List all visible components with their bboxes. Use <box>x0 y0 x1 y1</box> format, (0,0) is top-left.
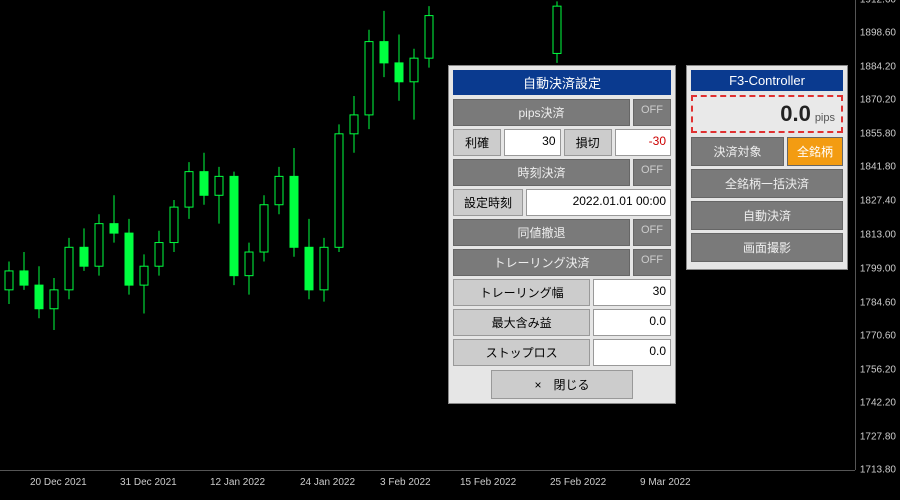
price-tick: 1827.40 <box>860 196 896 207</box>
trailing-settlement-button[interactable]: トレーリング決済 <box>453 249 630 276</box>
pips-settlement-toggle[interactable]: OFF <box>633 99 671 126</box>
trailing-settlement-toggle[interactable]: OFF <box>633 249 671 276</box>
trailing-width-label: トレーリング幅 <box>453 279 590 306</box>
price-tick: 1756.20 <box>860 364 896 375</box>
price-tick: 1884.20 <box>860 62 896 73</box>
max-profit-label: 最大含み益 <box>453 309 590 336</box>
f3-controller-panel: F3-Controller 0.0 pips 決済対象 全銘柄 全銘柄一括決済 … <box>686 65 848 270</box>
auto-settle-button[interactable]: 自動決済 <box>691 201 843 230</box>
price-tick: 1855.80 <box>860 129 896 140</box>
stoploss-input[interactable]: 0.0 <box>593 339 671 366</box>
price-tick: 1912.60 <box>860 0 896 6</box>
price-tick: 1770.60 <box>860 330 896 341</box>
same-value-exit-toggle[interactable]: OFF <box>633 219 671 246</box>
pips-settlement-button[interactable]: pips決済 <box>453 99 630 126</box>
close-button[interactable]: × 閉じる <box>491 370 633 399</box>
time-tick: 12 Jan 2022 <box>210 477 265 488</box>
time-tick: 31 Dec 2021 <box>120 477 177 488</box>
price-tick: 1784.60 <box>860 297 896 308</box>
screenshot-button[interactable]: 画面撮影 <box>691 233 843 262</box>
stop-loss-input[interactable]: -30 <box>615 129 671 156</box>
price-tick: 1870.20 <box>860 95 896 106</box>
price-tick: 1742.20 <box>860 397 896 408</box>
time-tick: 20 Dec 2021 <box>30 477 87 488</box>
pips-display: 0.0 pips <box>691 95 843 133</box>
set-time-input[interactable]: 2022.01.01 00:00 <box>526 189 671 216</box>
settings-panel-title: 自動決済設定 <box>453 70 671 95</box>
stop-loss-label: 損切 <box>564 129 612 156</box>
same-value-exit-button[interactable]: 同値撤退 <box>453 219 630 246</box>
time-tick: 3 Feb 2022 <box>380 477 431 488</box>
set-time-label: 設定時刻 <box>453 189 523 216</box>
price-tick: 1727.80 <box>860 431 896 442</box>
settlement-target-button[interactable]: 決済対象 <box>691 137 784 166</box>
take-profit-label: 利確 <box>453 129 501 156</box>
price-axis: 1713.801727.801742.201756.201770.601784.… <box>855 0 900 470</box>
max-profit-input[interactable]: 0.0 <box>593 309 671 336</box>
time-axis: 20 Dec 2021 31 Dec 2021 12 Jan 2022 24 Jan … <box>0 470 855 500</box>
time-settlement-button[interactable]: 時刻決済 <box>453 159 630 186</box>
pips-unit: pips <box>815 112 835 124</box>
settlement-target-option[interactable]: 全銘柄 <box>787 137 843 166</box>
trailing-width-input[interactable]: 30 <box>593 279 671 306</box>
price-tick: 1841.80 <box>860 162 896 173</box>
pips-value: 0.0 <box>780 101 811 127</box>
price-tick: 1799.00 <box>860 263 896 274</box>
controller-panel-title: F3-Controller <box>691 70 843 91</box>
time-tick: 24 Jan 2022 <box>300 477 355 488</box>
time-tick: 15 Feb 2022 <box>460 477 516 488</box>
time-settlement-toggle[interactable]: OFF <box>633 159 671 186</box>
auto-settlement-settings-panel: 自動決済設定 pips決済 OFF 利確 30 損切 -30 時刻決済 OFF … <box>448 65 676 404</box>
settle-all-button[interactable]: 全銘柄一括決済 <box>691 169 843 198</box>
price-tick: 1813.00 <box>860 230 896 241</box>
price-tick: 1713.80 <box>860 465 896 476</box>
stoploss-label: ストップロス <box>453 339 590 366</box>
time-tick: 25 Feb 2022 <box>550 477 606 488</box>
price-tick: 1898.60 <box>860 28 896 39</box>
take-profit-input[interactable]: 30 <box>504 129 560 156</box>
time-tick: 9 Mar 2022 <box>640 477 691 488</box>
